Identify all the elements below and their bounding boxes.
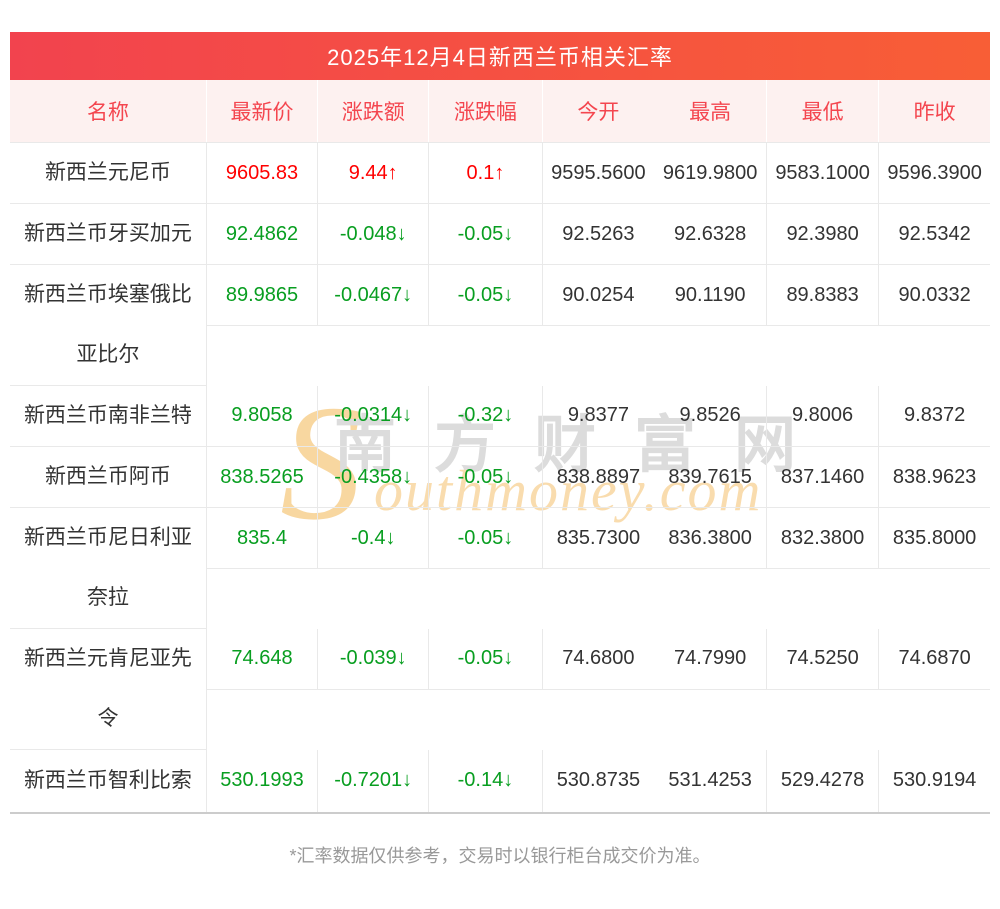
cell-prev-close: 530.9194 — [878, 749, 990, 814]
cell-prev-close: 92.5342 — [878, 203, 990, 265]
cell-low: 837.1460 — [765, 446, 879, 508]
cell-open: 835.7300 — [541, 507, 655, 570]
cell-change-percent: -0.32↓ — [428, 385, 543, 447]
cell-last-price: 838.5265 — [206, 446, 318, 508]
table-row-spacer — [10, 568, 990, 629]
cell-change-percent: 0.1↑ — [428, 142, 543, 204]
column-header-name: 名称 — [10, 80, 207, 143]
cell-high: 90.1190 — [654, 264, 767, 327]
column-header-prev-close: 昨收 — [878, 80, 990, 143]
cell-open: 74.6800 — [541, 628, 655, 690]
cell-change-percent: -0.05↓ — [428, 628, 543, 690]
cell-high: 9.8526 — [654, 385, 767, 447]
cell-currency-name: 新西兰币埃塞俄比亚比尔 — [10, 264, 207, 386]
cell-open: 9595.5600 — [541, 142, 655, 204]
cell-change: -0.048↓ — [317, 203, 429, 265]
spacer-cell — [205, 689, 990, 750]
spacer-cell — [205, 325, 990, 386]
cell-change: 9.44↑ — [317, 142, 429, 204]
table-row: 新西兰币智利比索 530.1993 -0.7201↓ -0.14↓ 530.8735 53… — [10, 749, 990, 814]
cell-change-percent: -0.05↓ — [428, 446, 543, 508]
table-row: 新西兰元尼币 9605.83 9.44↑ 0.1↑ 9595.5600 9619.9800… — [10, 142, 990, 204]
cell-currency-name: 新西兰币牙买加元 — [10, 203, 207, 265]
cell-change: -0.039↓ — [317, 628, 429, 690]
cell-high: 74.7990 — [654, 628, 767, 690]
cell-high: 92.6328 — [654, 203, 767, 265]
table-row-spacer — [10, 689, 990, 750]
cell-change-percent: -0.05↓ — [428, 507, 543, 570]
cell-last-price: 530.1993 — [206, 749, 318, 814]
title-bar: 2025年12月4日新西兰币相关汇率 — [10, 32, 990, 80]
cell-change: -0.0467↓ — [317, 264, 429, 327]
cell-last-price: 92.4862 — [206, 203, 318, 265]
cell-prev-close: 9596.3900 — [878, 142, 990, 204]
cell-low: 832.3800 — [765, 507, 879, 570]
cell-currency-name: 新西兰币阿币 — [10, 446, 207, 508]
cell-prev-close: 74.6870 — [878, 628, 990, 690]
cell-open: 838.8897 — [541, 446, 655, 508]
cell-currency-name: 新西兰币南非兰特 — [10, 385, 207, 447]
cell-low: 92.3980 — [765, 203, 879, 265]
table-row: 新西兰币南非兰特 9.8058 -0.0314↓ -0.32↓ 9.8377 9.8526… — [10, 385, 990, 447]
exchange-rate-page: 2025年12月4日新西兰币相关汇率 名称 最新价 涨跌额 涨跌幅 今开 最高 … — [0, 32, 1000, 909]
cell-low: 89.8383 — [765, 264, 879, 327]
table-row: 新西兰币牙买加元 92.4862 -0.048↓ -0.05↓ 92.5263 92.63… — [10, 203, 990, 265]
cell-prev-close: 838.9623 — [878, 446, 990, 508]
table-row: 新西兰币阿币 838.5265 -0.4358↓ -0.05↓ 838.8897 839.… — [10, 446, 990, 508]
page-title: 2025年12月4日新西兰币相关汇率 — [327, 45, 673, 70]
cell-low: 9583.1000 — [765, 142, 879, 204]
spacer-cell — [205, 568, 990, 629]
cell-prev-close: 9.8372 — [878, 385, 990, 447]
cell-high: 9619.9800 — [654, 142, 767, 204]
table-row-spacer — [10, 325, 990, 386]
cell-last-price: 835.4 — [206, 507, 318, 570]
column-header-last-price: 最新价 — [205, 80, 318, 143]
cell-currency-name: 新西兰币尼日利亚奈拉 — [10, 507, 207, 629]
column-header-open: 今开 — [541, 80, 655, 143]
cell-low: 529.4278 — [765, 749, 879, 814]
cell-currency-name: 新西兰币智利比索 — [10, 749, 207, 814]
cell-open: 9.8377 — [541, 385, 655, 447]
cell-last-price: 89.9865 — [206, 264, 318, 327]
exchange-rate-table: 名称 最新价 涨跌额 涨跌幅 今开 最高 最低 昨收 新西兰元尼币 9605.83… — [10, 80, 990, 814]
footer-note: *汇率数据仅供参考，交易时以银行柜台成交价为准。 — [289, 846, 711, 866]
cell-open: 530.8735 — [541, 749, 655, 814]
column-header-change: 涨跌额 — [317, 80, 429, 143]
header-row: 名称 最新价 涨跌额 涨跌幅 今开 最高 最低 昨收 — [10, 80, 990, 143]
cell-change: -0.0314↓ — [317, 385, 429, 447]
cell-change: -0.4358↓ — [317, 446, 429, 508]
cell-last-price: 74.648 — [206, 628, 318, 690]
cell-change: -0.7201↓ — [317, 749, 429, 814]
cell-change-percent: -0.05↓ — [428, 203, 543, 265]
cell-prev-close: 835.8000 — [878, 507, 990, 570]
cell-high: 531.4253 — [654, 749, 767, 814]
cell-high: 839.7615 — [654, 446, 767, 508]
cell-change: -0.4↓ — [317, 507, 429, 570]
cell-change-percent: -0.05↓ — [428, 264, 543, 327]
table-row: 新西兰元肯尼亚先令 74.648 -0.039↓ -0.05↓ 74.6800 74.79… — [10, 628, 990, 750]
column-header-high: 最高 — [654, 80, 767, 143]
cell-last-price: 9.8058 — [206, 385, 318, 447]
table-body: 新西兰元尼币 9605.83 9.44↑ 0.1↑ 9595.5600 9619.9800… — [10, 142, 990, 814]
cell-low: 74.5250 — [765, 628, 879, 690]
cell-open: 90.0254 — [541, 264, 655, 327]
cell-high: 836.3800 — [654, 507, 767, 570]
column-header-low: 最低 — [765, 80, 879, 143]
column-header-change-percent: 涨跌幅 — [428, 80, 543, 143]
cell-last-price: 9605.83 — [206, 142, 318, 204]
table-row: 新西兰币尼日利亚奈拉 835.4 -0.4↓ -0.05↓ 835.7300 836.38… — [10, 507, 990, 629]
cell-low: 9.8006 — [765, 385, 879, 447]
table-row: 新西兰币埃塞俄比亚比尔 89.9865 -0.0467↓ -0.05↓ 90.0254 9… — [10, 264, 990, 386]
cell-open: 92.5263 — [541, 203, 655, 265]
cell-prev-close: 90.0332 — [878, 264, 990, 327]
cell-change-percent: -0.14↓ — [428, 749, 543, 814]
cell-currency-name: 新西兰元尼币 — [10, 142, 207, 204]
cell-currency-name: 新西兰元肯尼亚先令 — [10, 628, 207, 750]
